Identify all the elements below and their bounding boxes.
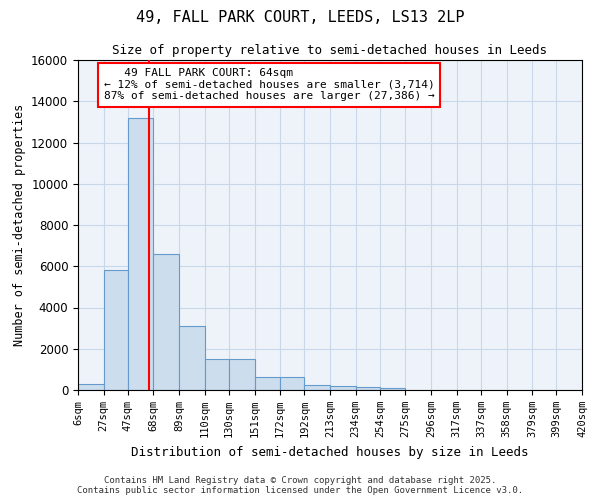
Bar	[128, 118, 154, 390]
Title: Size of property relative to semi-detached houses in Leeds: Size of property relative to semi-detach…	[113, 44, 548, 58]
Bar	[205, 359, 229, 390]
Bar	[154, 254, 179, 390]
Bar	[78, 384, 104, 390]
Bar	[330, 386, 356, 390]
Bar	[179, 326, 205, 390]
Y-axis label: Number of semi-detached properties: Number of semi-detached properties	[13, 104, 26, 346]
Bar	[356, 387, 380, 390]
Text: 49 FALL PARK COURT: 64sqm
← 12% of semi-detached houses are smaller (3,714)
87% : 49 FALL PARK COURT: 64sqm ← 12% of semi-…	[104, 68, 434, 102]
Bar	[254, 377, 280, 390]
Text: 49, FALL PARK COURT, LEEDS, LS13 2LP: 49, FALL PARK COURT, LEEDS, LS13 2LP	[136, 10, 464, 25]
Bar	[380, 388, 406, 390]
Text: Contains HM Land Registry data © Crown copyright and database right 2025.
Contai: Contains HM Land Registry data © Crown c…	[77, 476, 523, 495]
Bar	[229, 360, 254, 390]
X-axis label: Distribution of semi-detached houses by size in Leeds: Distribution of semi-detached houses by …	[131, 446, 529, 458]
Bar	[280, 377, 304, 390]
Bar	[104, 270, 128, 390]
Bar	[304, 385, 330, 390]
